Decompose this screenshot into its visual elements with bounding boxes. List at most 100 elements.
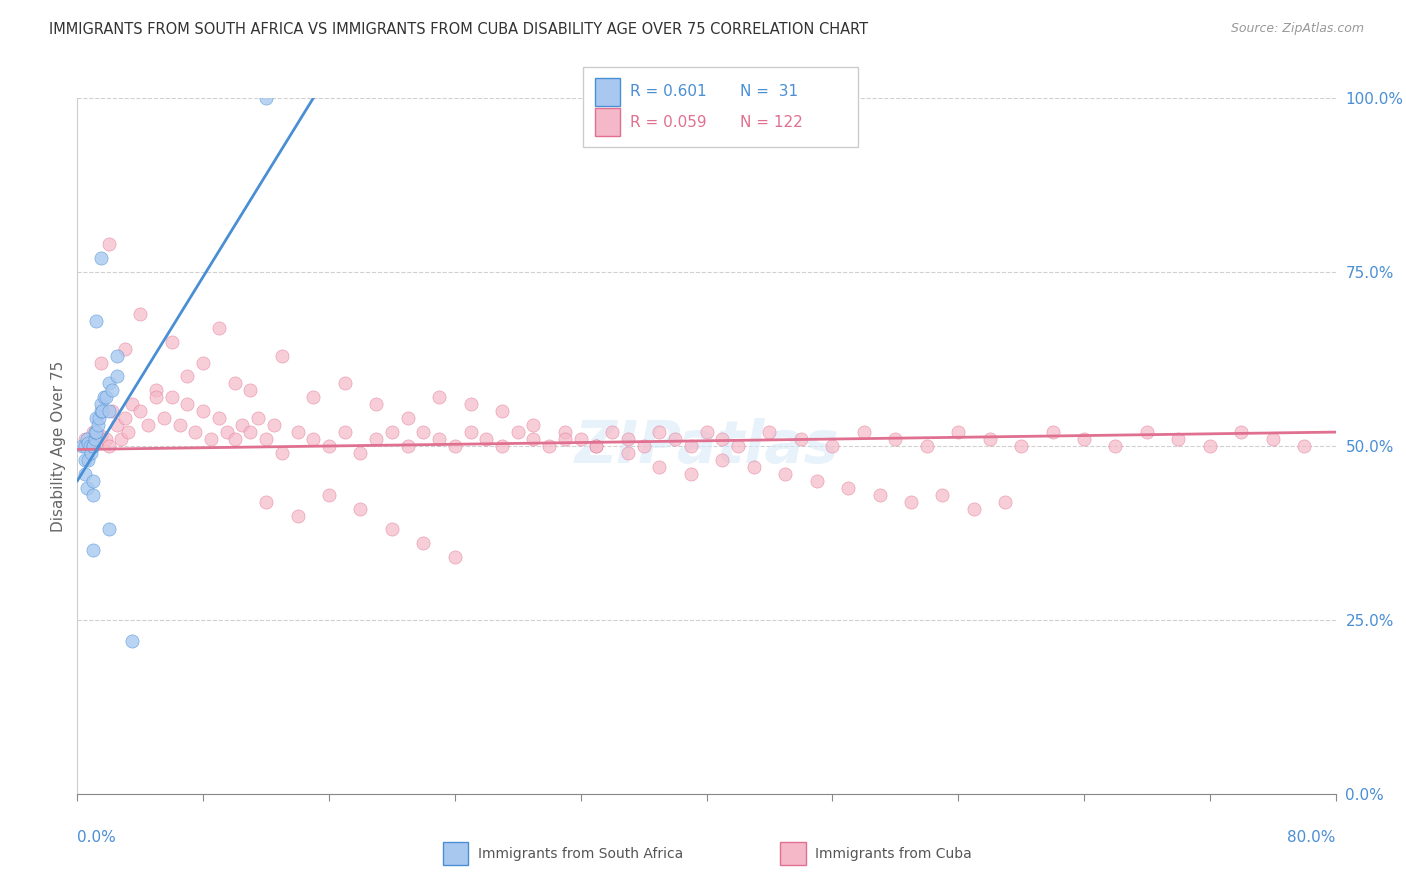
Point — [84, 435, 107, 450]
Point — [87, 418, 110, 433]
Point — [208, 411, 231, 425]
Text: R = 0.059: R = 0.059 — [630, 115, 706, 129]
Point — [381, 523, 404, 537]
Point — [460, 397, 482, 411]
Point — [94, 390, 117, 404]
Point — [93, 390, 115, 404]
Point — [554, 432, 576, 446]
Point — [522, 418, 544, 433]
Point — [333, 376, 356, 391]
Point — [884, 432, 907, 446]
Point — [648, 425, 671, 439]
Point — [80, 446, 103, 460]
Point — [869, 488, 891, 502]
Point — [84, 411, 107, 425]
Y-axis label: Disability Age Over 75: Disability Age Over 75 — [51, 360, 66, 532]
Point — [191, 404, 215, 418]
Point — [931, 488, 953, 502]
Point — [600, 425, 623, 439]
Point — [617, 446, 640, 460]
Point — [617, 432, 640, 446]
Point — [381, 425, 404, 439]
Text: Source: ZipAtlas.com: Source: ZipAtlas.com — [1230, 22, 1364, 36]
Point — [648, 459, 671, 474]
Text: Immigrants from South Africa: Immigrants from South Africa — [478, 847, 683, 861]
Point — [97, 237, 120, 252]
Point — [915, 439, 938, 453]
Point — [412, 536, 434, 550]
Text: ZIPatlas: ZIPatlas — [574, 417, 839, 475]
Text: N = 122: N = 122 — [740, 115, 803, 129]
Point — [585, 439, 607, 453]
Point — [82, 439, 104, 453]
Point — [963, 501, 986, 516]
Point — [254, 432, 277, 446]
Point — [1136, 425, 1159, 439]
Point — [91, 404, 114, 418]
Point — [224, 376, 246, 391]
Point — [145, 384, 167, 398]
Point — [94, 432, 117, 446]
Point — [176, 369, 198, 384]
Point — [366, 397, 388, 411]
Point — [84, 425, 107, 439]
Point — [231, 418, 253, 433]
Point — [758, 425, 780, 439]
Point — [105, 369, 128, 384]
Point — [1042, 425, 1064, 439]
Point — [105, 418, 128, 433]
Point — [994, 494, 1017, 508]
Point — [302, 390, 325, 404]
Point — [270, 446, 292, 460]
Point — [97, 523, 120, 537]
Point — [460, 425, 482, 439]
Point — [82, 439, 104, 453]
Point — [110, 432, 132, 446]
Text: Immigrants from Cuba: Immigrants from Cuba — [815, 847, 972, 861]
Text: 0.0%: 0.0% — [77, 830, 117, 845]
Point — [427, 390, 450, 404]
Point — [349, 501, 371, 516]
Point — [75, 453, 97, 467]
Point — [97, 439, 120, 453]
Point — [444, 550, 467, 565]
Point — [70, 439, 93, 453]
Point — [333, 425, 356, 439]
Point — [101, 404, 124, 418]
Point — [77, 435, 100, 450]
Point — [153, 411, 176, 425]
Point — [101, 384, 124, 398]
Point — [554, 425, 576, 439]
Point — [114, 342, 136, 356]
Point — [821, 439, 844, 453]
Point — [176, 397, 198, 411]
Point — [76, 481, 98, 495]
Point — [121, 397, 143, 411]
Point — [522, 432, 544, 446]
Point — [1010, 439, 1032, 453]
Point — [145, 390, 167, 404]
Point — [200, 432, 222, 446]
Point — [89, 411, 111, 425]
Point — [117, 425, 139, 439]
Point — [136, 418, 159, 433]
Point — [318, 488, 340, 502]
Point — [129, 307, 152, 321]
Point — [664, 432, 686, 446]
Point — [742, 459, 765, 474]
Point — [215, 425, 238, 439]
Point — [475, 432, 498, 446]
Point — [349, 446, 371, 460]
Point — [263, 418, 285, 433]
Point — [90, 251, 112, 265]
Text: R = 0.601: R = 0.601 — [630, 85, 706, 99]
Point — [396, 411, 419, 425]
Point — [169, 418, 191, 433]
Point — [84, 314, 107, 328]
Point — [254, 91, 277, 105]
Point — [1198, 439, 1220, 453]
Point — [239, 384, 262, 398]
Point — [1294, 439, 1316, 453]
Point — [114, 411, 136, 425]
Point — [83, 425, 105, 439]
